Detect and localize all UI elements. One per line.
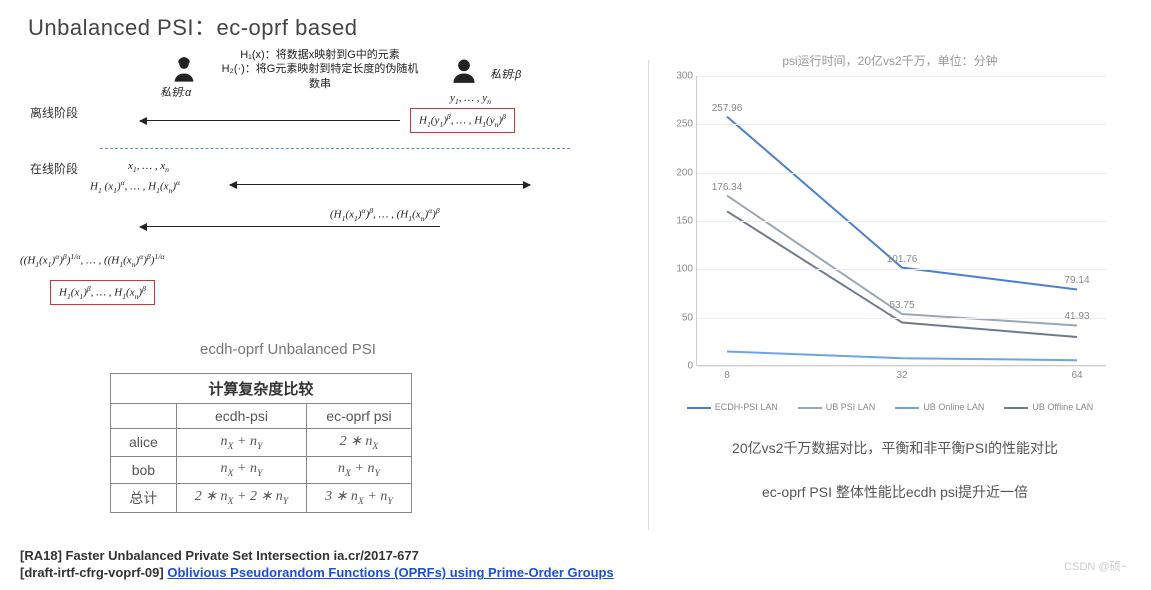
data-point-label: 101.76 (887, 254, 918, 265)
cell: 2 ∗ nX + 2 ∗ nY (176, 483, 306, 512)
alice-input: x1, … , xn (128, 160, 169, 174)
y-tick-label: 100 (667, 264, 693, 275)
x-tick-label: 32 (896, 370, 907, 381)
row-label: alice (111, 429, 177, 457)
arrow-offline (140, 120, 400, 121)
references: [RA18] Faster Unbalanced Private Set Int… (20, 547, 614, 582)
plot-area: 05010015020025030083264257.96101.7679.14… (696, 76, 1106, 366)
y-tick-label: 150 (667, 216, 693, 227)
row-label: 总计 (111, 483, 177, 512)
arrow-online-reply (140, 226, 440, 227)
chart-legend: ECDH-PSI LAN UB PSI LAN UB Online LAN UB Of… (660, 402, 1120, 412)
hash-notes: H₁(x)：将数据x映射到G中的元素 H₂(·)：将G元素映射到特定长度的伪随机… (220, 48, 420, 91)
phase-separator (100, 148, 570, 149)
ref-prefix: [draft-irtf-cfrg-voprf-09] (20, 565, 167, 580)
cell: 3 ∗ nX + nY (307, 483, 412, 512)
bob-key-label: 私钥:β (490, 66, 521, 82)
alice-key-label: 私钥:α (160, 84, 191, 100)
table-col2: ec-oprf psi (307, 404, 412, 429)
ref-line-1: [RA18] Faster Unbalanced Private Set Int… (20, 547, 614, 565)
alice-icon (170, 56, 198, 87)
complexity-table: 计算复杂度比较 ecdh-psi ec-oprf psi alice nX + … (110, 373, 412, 513)
watermark: CSDN @硕~ (1064, 558, 1127, 574)
x-tick-label: 64 (1071, 370, 1082, 381)
legend-item: ECDH-PSI LAN (687, 402, 778, 412)
table-col0 (111, 404, 177, 429)
table-title: 计算复杂度比较 (111, 374, 412, 404)
ref-link[interactable]: Oblivious Pseudorandom Functions (OPRFs)… (167, 565, 613, 580)
left-panel: H₁(x)：将数据x映射到G中的元素 H₂(·)：将G元素映射到特定长度的伪随机… (20, 48, 640, 318)
data-point-label: 257.96 (712, 103, 743, 114)
data-point-label: 53.75 (889, 300, 914, 311)
arrow-online-send (230, 184, 530, 185)
offline-phase-label: 离线阶段 (30, 104, 78, 121)
chart-caption-1: 20亿vs2千万数据对比，平衡和非平衡PSI的性能对比 (660, 434, 1130, 462)
bob-boxed: H1(y1)β, … , H1(yn)β (410, 108, 515, 133)
protocol-diagram: H₁(x)：将数据x映射到G中的元素 H₂(·)：将G元素映射到特定长度的伪随机… (20, 48, 640, 318)
online-phase-label: 在线阶段 (30, 160, 78, 177)
y-tick-label: 50 (667, 312, 693, 323)
y-tick-label: 300 (667, 71, 693, 82)
table-row: alice nX + nY 2 ∗ nX (111, 429, 412, 457)
x-tick-label: 8 (724, 370, 730, 381)
bob-reply: (H1(x1)α)β, … , (H1(xn)α)β (330, 206, 440, 223)
table-row: 总计 2 ∗ nX + 2 ∗ nY 3 ∗ nX + nY (111, 483, 412, 512)
alice-unblind: ((H1(x1)α)β)1/α, … , ((H1(xn)α)β)1/α (20, 252, 164, 269)
page-title: Unbalanced PSI：ec-oprf based (28, 10, 358, 42)
y-tick-label: 0 (667, 361, 693, 372)
chart-caption-2: ec-oprf PSI 整体性能比ecdh psi提升近一倍 (660, 478, 1130, 506)
alice-boxed: H1(x1)β, … , H1(xn)β (50, 280, 155, 305)
ref-line-2: [draft-irtf-cfrg-voprf-09] Oblivious Pse… (20, 564, 614, 582)
vertical-separator (648, 60, 649, 530)
table-row: bob nX + nY nX + nY (111, 456, 412, 483)
chart-title: psi运行时间，20亿vs2千万，单位：分钟 (660, 52, 1120, 69)
table-header-row: ecdh-psi ec-oprf psi (111, 404, 412, 429)
legend-item: UB PSI LAN (798, 402, 876, 412)
h2-note: H₂(·)：将G元素映射到特定长度的伪随机数串 (220, 62, 420, 91)
legend-item: UB Online LAN (895, 402, 984, 412)
performance-chart: psi运行时间，20亿vs2千万，单位：分钟 0 50 100 150 200 250 30… (660, 48, 1120, 418)
bob-input: y1, … , yn (450, 92, 491, 106)
right-panel: psi运行时间，20亿vs2千万，单位：分钟 0 50 100 150 200 250 30… (660, 48, 1130, 506)
alice-h1: H1 (x1)α, … , H1(xn)α (90, 178, 180, 195)
protocol-caption: ecdh-oprf Unbalanced PSI (200, 341, 376, 358)
table-col1: ecdh-psi (176, 404, 306, 429)
cell: nX + nY (307, 456, 412, 483)
data-point-label: 41.93 (1064, 311, 1089, 322)
cell: nX + nY (176, 456, 306, 483)
bob-icon (450, 56, 478, 87)
data-point-label: 79.14 (1064, 275, 1089, 286)
cell: 2 ∗ nX (307, 429, 412, 457)
y-tick-label: 200 (667, 167, 693, 178)
legend-item: UB Offline LAN (1004, 402, 1093, 412)
cell: nX + nY (176, 429, 306, 457)
row-label: bob (111, 456, 177, 483)
y-tick-label: 250 (667, 119, 693, 130)
data-point-label: 176.34 (712, 182, 743, 193)
h1-note: H₁(x)：将数据x映射到G中的元素 (220, 48, 420, 62)
